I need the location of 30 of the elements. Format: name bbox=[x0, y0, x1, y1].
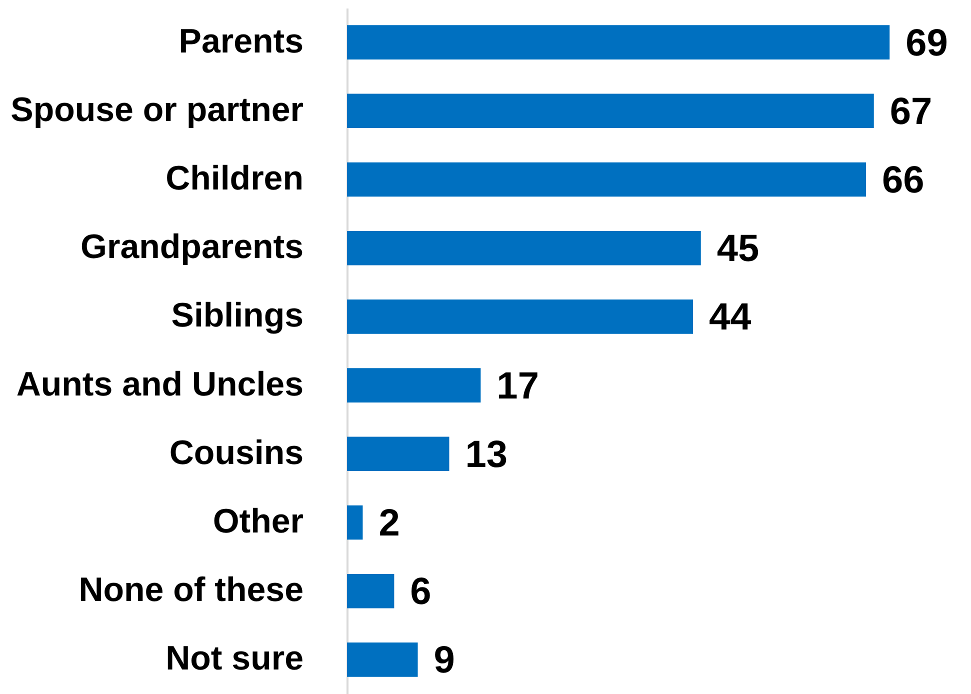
data-label: 66 bbox=[882, 160, 924, 202]
data-label: 45 bbox=[716, 228, 760, 270]
y-tick-label: Parents bbox=[178, 22, 304, 60]
y-tick-label: None of these bbox=[78, 571, 304, 610]
data-label: 13 bbox=[465, 434, 508, 476]
y-tick-label: Other bbox=[212, 502, 304, 540]
y-tick-label: Siblings bbox=[171, 296, 304, 335]
bar bbox=[347, 436, 450, 472]
y-tick-label: Grandparents bbox=[80, 228, 304, 266]
y-tick-label: Cousins bbox=[169, 434, 304, 472]
data-label: 2 bbox=[378, 502, 400, 544]
y-tick-label: Not sure bbox=[166, 640, 304, 678]
data-label: 67 bbox=[890, 90, 932, 133]
bar bbox=[347, 25, 890, 60]
bar bbox=[347, 300, 694, 334]
bar bbox=[347, 94, 874, 128]
bar bbox=[347, 162, 866, 197]
y-tick-label: Children bbox=[166, 160, 304, 198]
bar bbox=[347, 230, 701, 266]
data-label: 69 bbox=[906, 22, 948, 64]
y-tick-label: Spouse or partner bbox=[10, 90, 304, 129]
bar bbox=[347, 505, 363, 540]
y-tick-label: Aunts and Uncles bbox=[16, 365, 304, 404]
data-label: 17 bbox=[496, 365, 539, 408]
data-label: 9 bbox=[434, 640, 455, 682]
data-label: 44 bbox=[709, 296, 752, 339]
data-label: 6 bbox=[410, 571, 432, 614]
bar bbox=[347, 368, 481, 402]
bar bbox=[347, 642, 418, 677]
bar bbox=[347, 574, 394, 608]
